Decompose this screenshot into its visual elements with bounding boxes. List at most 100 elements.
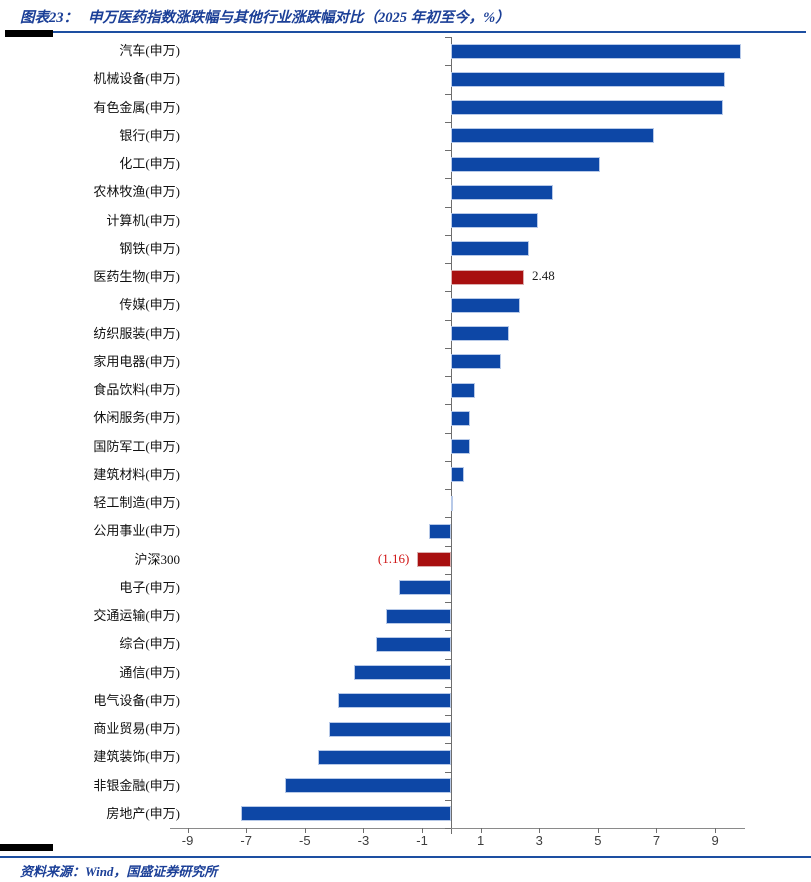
x-tick-label: 5 xyxy=(594,833,602,848)
category-axis-tick xyxy=(445,93,452,95)
category-label: 电气设备(申万) xyxy=(93,692,180,708)
header-rule-tab xyxy=(5,30,53,37)
category-label: 国防军工(申万) xyxy=(93,438,180,454)
category-label: 建筑材料(申万) xyxy=(93,466,180,482)
category-label: 休闲服务(申万) xyxy=(93,410,180,426)
bar xyxy=(385,608,452,624)
bar xyxy=(451,326,510,342)
bar xyxy=(451,269,525,285)
bar xyxy=(354,665,452,681)
category-axis-tick xyxy=(445,37,452,38)
bar xyxy=(329,721,452,737)
category-axis-tick xyxy=(445,404,452,406)
category-label: 综合(申万) xyxy=(119,636,180,652)
category-axis-tick xyxy=(445,828,452,829)
bar xyxy=(284,778,452,794)
bar xyxy=(451,241,530,257)
category-axis-tick xyxy=(445,319,452,321)
chart-plot: 汽车(申万) 机械设备(申万) 有色金属(申万) 银行(申万) 化工(申万) 农林牧渔(申… xyxy=(93,37,745,848)
category-label: 交通运输(申万) xyxy=(93,608,180,623)
bar xyxy=(429,523,452,539)
category-axis-tick xyxy=(445,545,452,547)
x-axis-tick xyxy=(656,828,658,833)
category-label: 通信(申万) xyxy=(119,664,180,680)
bar xyxy=(240,806,452,822)
category-axis-tick xyxy=(445,460,452,462)
bar xyxy=(451,382,475,398)
x-tick-label: -1 xyxy=(416,833,428,848)
x-tick-label: -3 xyxy=(357,833,370,848)
category-axis-tick xyxy=(445,150,452,151)
x-axis-tick xyxy=(422,828,424,833)
bar xyxy=(451,467,465,483)
category-label: 医药生物(申万) xyxy=(93,269,180,284)
category-axis-tick xyxy=(445,799,452,801)
bar xyxy=(451,354,501,370)
category-axis-tick xyxy=(445,630,452,632)
category-label: 食品饮料(申万) xyxy=(93,382,180,397)
category-label: 化工(申万) xyxy=(119,156,180,171)
category-axis-tick xyxy=(445,658,452,660)
bar xyxy=(451,297,521,313)
category-label: 商业贸易(申万) xyxy=(93,721,180,736)
x-axis-tick xyxy=(480,828,482,833)
category-label: 农林牧渔(申万) xyxy=(93,184,180,200)
bar xyxy=(417,552,452,568)
y-axis-zero-line xyxy=(451,37,452,834)
x-tick-label: -9 xyxy=(181,833,194,848)
x-axis-tick xyxy=(187,828,189,833)
category-axis-tick xyxy=(445,376,452,377)
bar xyxy=(451,410,471,426)
bar xyxy=(451,156,600,172)
category-axis-tick xyxy=(445,234,452,236)
x-axis-tick xyxy=(304,828,306,833)
category-label: 计算机(申万) xyxy=(106,212,180,228)
x-tick-label: -5 xyxy=(299,833,311,848)
category-axis-tick xyxy=(445,432,452,434)
category-axis-tick xyxy=(445,573,452,575)
bar xyxy=(451,213,538,229)
bar xyxy=(451,128,655,144)
category-label: 机械设备(申万) xyxy=(93,71,180,87)
bar-value-label: (1.16) xyxy=(377,550,410,566)
category-label: 非银金融(申万) xyxy=(93,777,180,793)
category-axis-tick xyxy=(445,65,452,67)
bar xyxy=(399,580,452,596)
bar-value-label: 2.48 xyxy=(532,268,555,284)
bar xyxy=(376,636,452,652)
category-label: 房地产(申万) xyxy=(106,805,180,821)
category-axis-tick xyxy=(445,715,452,716)
category-label: 建筑装饰(申万) xyxy=(93,749,180,765)
x-tick-label: 9 xyxy=(711,833,719,848)
footer-rule-tab xyxy=(0,844,53,851)
x-axis-line xyxy=(170,828,745,829)
x-axis-tick xyxy=(597,828,599,833)
category-axis-tick xyxy=(445,602,452,603)
footer-rule xyxy=(0,856,811,858)
source-note: 资料来源：Wind，国盛证券研究所 xyxy=(20,864,218,879)
category-label: 纺织服装(申万) xyxy=(93,325,180,341)
category-label: 轻工制造(申万) xyxy=(93,495,180,510)
bar xyxy=(451,100,724,116)
category-axis-tick xyxy=(445,121,452,123)
x-axis-tick xyxy=(363,828,365,833)
category-label: 有色金属(申万) xyxy=(93,99,180,115)
x-tick-label: 1 xyxy=(477,833,485,848)
bar xyxy=(337,693,452,709)
bar xyxy=(451,495,454,511)
category-label: 公用事业(申万) xyxy=(93,523,180,539)
x-tick-label: 7 xyxy=(652,833,661,848)
category-label: 电子(申万) xyxy=(119,579,180,595)
figure-title-text: 申万医药指数涨跌幅与其他行业涨跌幅对比（2025 年初至今，%） xyxy=(88,10,510,26)
category-axis-tick xyxy=(445,347,452,349)
x-axis-tick xyxy=(715,828,717,833)
x-tick-label: 3 xyxy=(535,833,543,848)
category-label: 沪深300 xyxy=(134,551,180,567)
category-axis-tick xyxy=(445,743,452,745)
bar xyxy=(451,43,741,59)
category-axis-tick xyxy=(445,489,452,490)
category-axis-tick xyxy=(445,686,452,688)
category-axis-tick xyxy=(445,771,452,773)
category-axis-tick xyxy=(445,517,452,519)
